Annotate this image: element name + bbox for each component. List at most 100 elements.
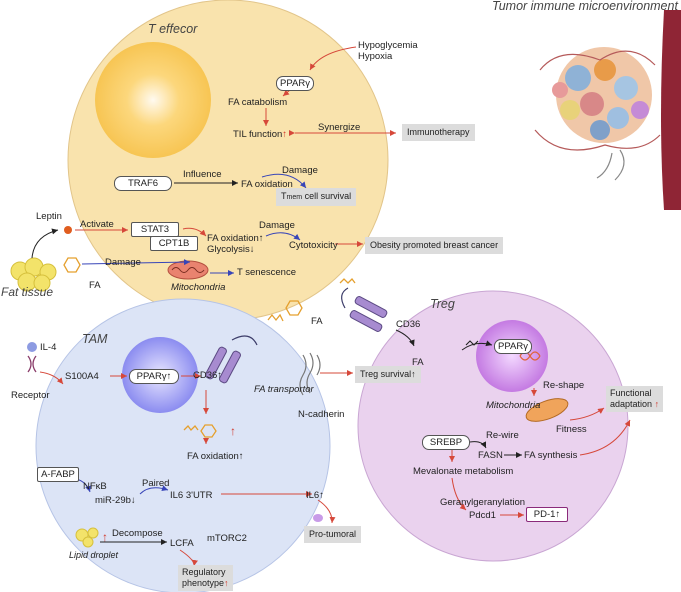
treg-title: Treg: [430, 297, 455, 311]
fa-chain-icon: [339, 278, 356, 284]
damage2-label: Damage: [259, 220, 295, 231]
il6-utr-label: IL6 3'UTR: [170, 490, 213, 501]
obesity-box: Obesity promoted breast cancer: [365, 237, 504, 254]
fa-hexagon-icon: [200, 424, 217, 438]
tam-title: TAM: [82, 332, 108, 346]
faox-up-arrow: ↑: [230, 424, 236, 438]
arrow-ppar-fa: [282, 89, 291, 97]
functional-box: Functional adaptation ↑: [606, 386, 664, 412]
treg-cd36-label: CD36: [396, 319, 421, 330]
arrow-stat3-faox: [182, 227, 207, 237]
rewire-label: Re-wire: [486, 430, 519, 441]
mevalonate-label: Mevalonate metabolism: [413, 466, 514, 477]
fa-chain-icon: [465, 340, 479, 346]
treg-fa-label: FA: [412, 357, 424, 368]
leptin-label: Leptin: [36, 211, 62, 222]
regulatory-box: Regulatory phenotype↑: [178, 565, 233, 591]
droplet-up-arrow: ↑: [102, 530, 108, 544]
srebp-pill: SREBP: [422, 435, 470, 450]
fa-hexagon-icon: [63, 257, 81, 273]
fa-chain-icon: [267, 313, 284, 322]
t-effector-cell: [67, 0, 389, 321]
fat-tissue-label: Fat tissue: [1, 285, 54, 299]
t-senescence-label: T senescence: [237, 267, 296, 278]
tmem-box: Tmem cell survival: [276, 188, 357, 206]
fasn-label: FASN: [478, 450, 503, 461]
il4-dot: [27, 342, 37, 352]
decompose-label: Decompose: [112, 528, 163, 539]
arrow-fa-damage: [81, 259, 191, 266]
n-cadherin-label: N-cadherin: [298, 409, 345, 420]
fa-catabolism-label: FA catabolism: [228, 97, 288, 108]
treg-mitochondria-icon: [525, 398, 569, 422]
damage-fat-label: Damage: [105, 257, 141, 268]
lcfa-label: LCFA: [170, 538, 194, 549]
til-function-label: TIL function↑: [233, 129, 288, 140]
arrow-meval-pdcd1: [451, 477, 467, 511]
arrow-damage-tmem: [261, 173, 307, 189]
a-fabp-box: A-FABP: [37, 467, 79, 482]
glycolysis-label: Glycolysis↓: [207, 244, 255, 255]
leptin-dot: [64, 226, 72, 234]
fitness-label: Fitness: [556, 424, 587, 435]
ppar-pill: PPARγ: [276, 76, 314, 91]
t-effector-nucleus: [95, 42, 211, 158]
treg-ppar-pill: PPARγ: [494, 339, 532, 354]
pdcd1-label: Pdcd1: [469, 510, 496, 521]
il6-dot: [313, 514, 323, 522]
lipid-droplet-label: Lipid droplet: [69, 550, 119, 560]
nfkb-label: NFκB: [83, 481, 107, 492]
damage-label: Damage: [282, 165, 318, 176]
stat3-box: STAT3: [131, 222, 179, 237]
treg-survival-box: Treg survival↑: [355, 366, 421, 383]
hypoxia-label: Hypoxia: [358, 51, 393, 62]
arrow-lcfa-regulatory: [179, 549, 198, 567]
il6-label: IL6↑: [306, 490, 324, 501]
fa-transporter-icon: [205, 335, 258, 384]
treg-mitochondria-label: Mitochondria: [486, 400, 541, 411]
geranyl-label: Geranylgeranylation: [440, 497, 526, 508]
pro-tumoral-box: Pro-tumoral: [304, 526, 362, 543]
cytotoxicity-label: Cytotoxicity: [289, 240, 338, 251]
fa-synthesis-label: FA synthesis: [524, 450, 578, 461]
fa-label-middle: FA: [311, 316, 323, 327]
reshape-label: Re-shape: [543, 380, 585, 391]
lipid-droplet-icon: [87, 527, 99, 539]
arrow-receptor-s100a4: [39, 371, 64, 385]
hypoglycemia-label: Hypoglycemia: [358, 40, 418, 51]
arrow-il6-protumoral: [317, 499, 336, 524]
arrow-srebp-fasn: [469, 441, 487, 449]
tam-ppar-pill: PPARγ↑: [129, 369, 179, 384]
paired-label: Paired: [142, 478, 170, 489]
arrow-fasyn-adapt: [579, 419, 631, 456]
arrow-cd36-fa: [395, 329, 415, 347]
t-effector-title: T effecor: [148, 22, 198, 36]
arrow-faox-cytotox: [265, 232, 301, 241]
fa-label-fat: FA: [89, 280, 101, 291]
tme-title: Tumor immune microenvironment: [492, 0, 678, 13]
activate-label: Activate: [80, 219, 114, 230]
arrow-hypo-ppar: [309, 46, 357, 71]
s100a4-label: S100A4: [65, 371, 99, 382]
n-cadherin-icon: [299, 352, 321, 396]
pd1-box: PD-1↑: [526, 507, 568, 522]
receptor-label: Receptor: [11, 390, 50, 401]
fa-transporter-label: FA transportor: [254, 384, 314, 395]
fa-chain-icon: [183, 425, 199, 431]
cpt1b-box: CPT1B: [150, 236, 198, 251]
mir29b-label: miR-29b↓: [95, 495, 136, 506]
mitochondria-label: Mitochondria: [171, 282, 226, 293]
arrow-fa-ppar: [461, 340, 493, 351]
lipid-droplet-icon: [82, 536, 94, 548]
arrow-fitness-adapt: [569, 407, 605, 421]
il4-label: IL-4: [40, 342, 57, 353]
receptor-icon: [27, 355, 37, 373]
fat-tissue-illustration: [10, 257, 57, 292]
arrow-fat-leptin: [31, 228, 59, 259]
fa-oxidation-label: FA oxidation: [241, 179, 293, 190]
treg-nucleus: [476, 320, 548, 392]
mtorc2-label: mTORC2: [207, 533, 247, 544]
synergize-label: Synergize: [318, 122, 361, 133]
fa-hexagon-icon: [285, 300, 303, 316]
